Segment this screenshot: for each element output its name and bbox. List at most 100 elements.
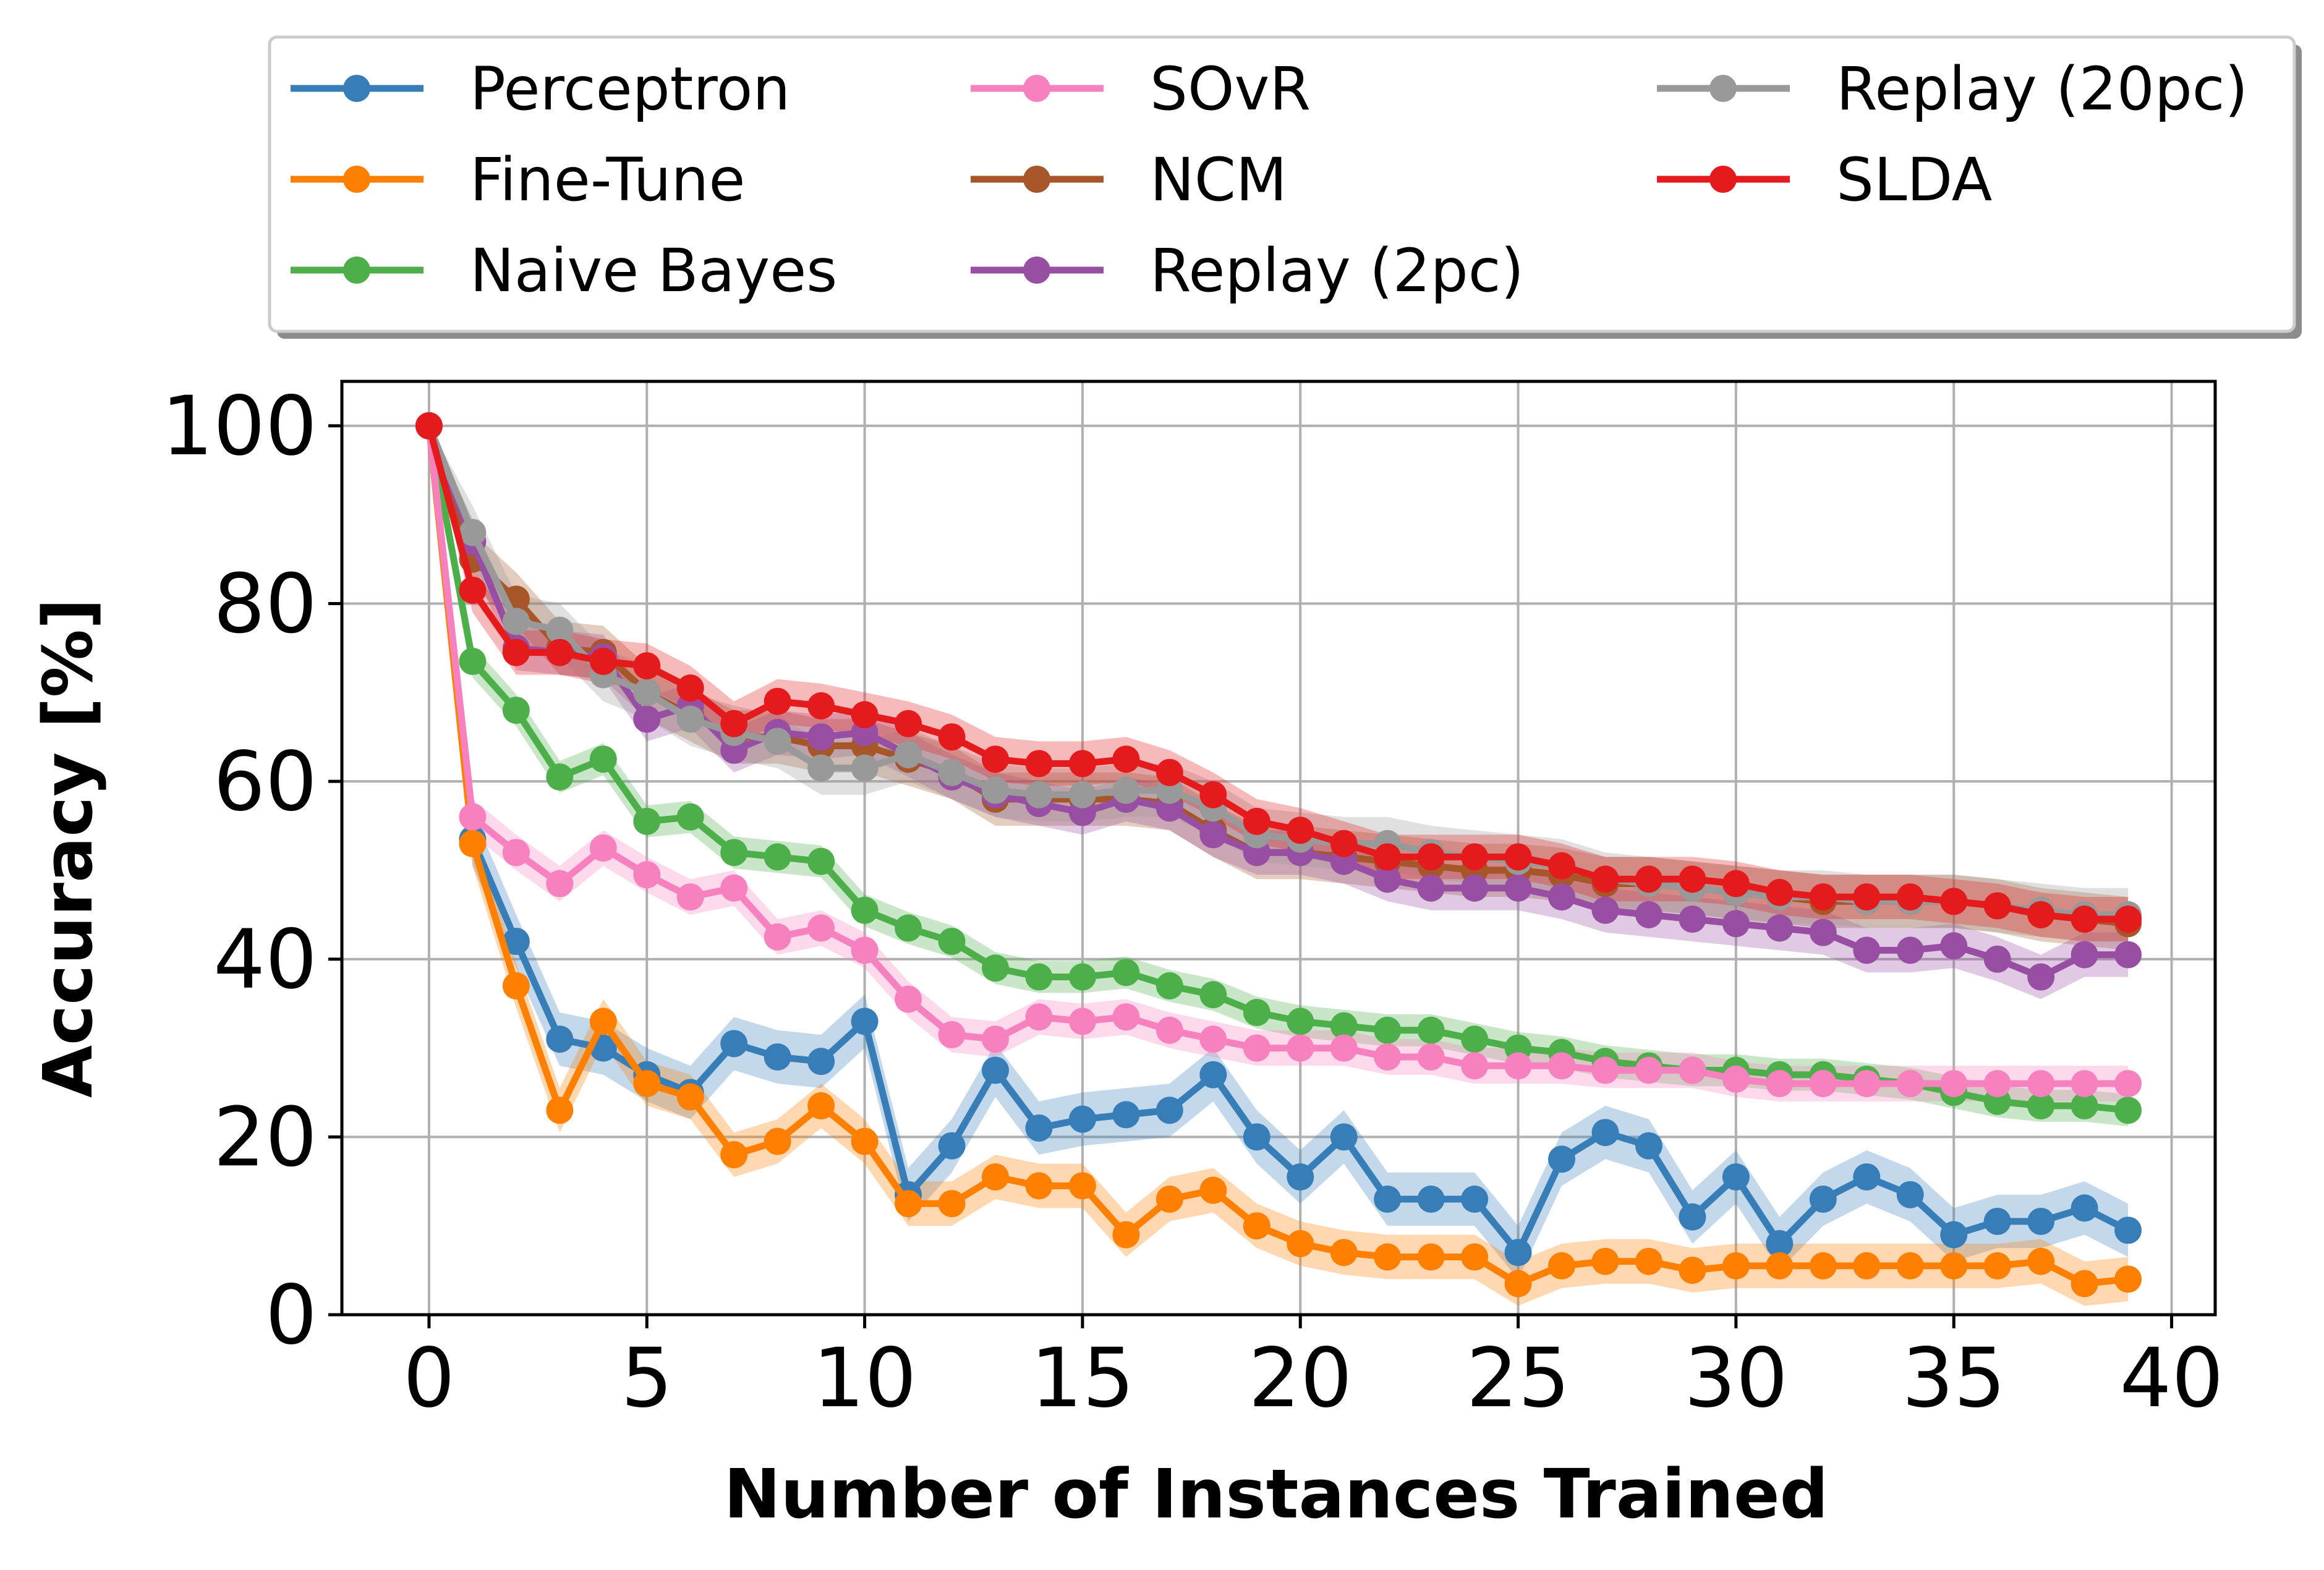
point-slda xyxy=(415,412,443,439)
point-replay-2pc xyxy=(1766,914,1794,942)
point-sovr xyxy=(1287,1034,1314,1062)
point-slda xyxy=(546,639,574,666)
point-perceptron xyxy=(1809,1186,1837,1213)
point-fine-tune xyxy=(459,830,487,857)
legend-label: Perceptron xyxy=(470,54,790,124)
x-tick-label: 35 xyxy=(1902,1331,2006,1426)
point-slda xyxy=(720,710,748,737)
point-perceptron xyxy=(1591,1119,1619,1147)
point-perceptron xyxy=(1766,1229,1794,1257)
point-perceptron xyxy=(546,1025,574,1053)
point-sovr xyxy=(1199,1025,1227,1053)
x-tick-label: 10 xyxy=(813,1331,917,1426)
series-perceptron xyxy=(415,412,2142,1267)
point-naive-bayes xyxy=(546,763,574,791)
point-naive-bayes xyxy=(1112,959,1140,987)
y-tick-label: 80 xyxy=(213,557,317,652)
point-replay-2pc xyxy=(2027,963,2055,991)
x-tick-label: 15 xyxy=(1031,1331,1134,1426)
point-replay-2pc xyxy=(633,705,661,733)
y-axis-ticks: 0 20 40 60 80 100 xyxy=(161,379,342,1363)
point-perceptron xyxy=(2027,1208,2055,1235)
x-tick-label: 30 xyxy=(1684,1331,1788,1426)
point-slda xyxy=(1548,852,1576,880)
line-perceptron xyxy=(425,422,2132,1256)
legend-swatch-marker xyxy=(1709,166,1737,193)
point-slda xyxy=(1287,817,1314,844)
point-sovr xyxy=(720,874,748,902)
point-replay-2pc xyxy=(1722,910,1750,938)
point-replay-2pc xyxy=(1591,896,1619,924)
point-replay-20pc xyxy=(851,754,879,782)
point-slda xyxy=(459,576,487,604)
point-naive-bayes xyxy=(895,914,922,942)
point-slda xyxy=(1766,878,1794,906)
point-slda xyxy=(1679,865,1706,893)
y-tick-label: 20 xyxy=(213,1090,317,1185)
series-lines xyxy=(415,412,2142,1297)
point-replay-2pc xyxy=(1940,932,1968,960)
point-fine-tune xyxy=(502,972,530,999)
point-fine-tune xyxy=(1374,1243,1402,1271)
point-fine-tune xyxy=(1417,1243,1445,1271)
point-naive-bayes xyxy=(807,847,835,875)
point-naive-bayes xyxy=(589,745,617,773)
point-replay-20pc xyxy=(807,754,835,782)
point-sovr xyxy=(1679,1056,1706,1084)
point-fine-tune xyxy=(1766,1252,1794,1279)
legend-label: NCM xyxy=(1150,145,1287,214)
legend-entry-replay-20pc: Replay (20pc) xyxy=(1657,54,2248,124)
point-sovr xyxy=(1330,1034,1358,1062)
point-slda xyxy=(1591,865,1619,893)
point-fine-tune xyxy=(1199,1176,1227,1204)
point-perceptron xyxy=(1722,1163,1750,1191)
line-fine-tune xyxy=(425,422,2132,1288)
point-sovr xyxy=(1591,1056,1619,1084)
point-sovr xyxy=(895,985,922,1013)
point-sovr xyxy=(546,870,574,897)
point-slda xyxy=(895,710,922,737)
point-replay-2pc xyxy=(1983,945,2011,973)
point-fine-tune xyxy=(2027,1247,2055,1275)
point-replay-2pc xyxy=(1896,936,1924,964)
x-axis-ticks: 0 5 10 15 20 25 30 35 40 xyxy=(403,1315,2224,1426)
point-perceptron xyxy=(502,928,530,955)
legend-swatch-marker xyxy=(343,166,370,193)
point-naive-bayes xyxy=(938,928,966,955)
point-replay-2pc xyxy=(1374,865,1402,893)
y-tick-label: 100 xyxy=(161,379,317,474)
point-fine-tune xyxy=(1853,1252,1881,1279)
point-replay-2pc xyxy=(1548,883,1576,911)
point-fine-tune xyxy=(1156,1186,1183,1213)
legend: Perceptron Fine-Tune Naive Bayes SOvR NCM Rep… xyxy=(268,35,2302,339)
point-slda xyxy=(2027,901,2055,928)
legend-label: Fine-Tune xyxy=(470,145,745,214)
point-replay-20pc xyxy=(764,728,791,755)
legend-entries: Perceptron Fine-Tune Naive Bayes SOvR NCM Rep… xyxy=(291,54,2248,305)
legend-entry-ncm: NCM xyxy=(971,145,1287,214)
point-fine-tune xyxy=(1548,1252,1576,1279)
point-fine-tune xyxy=(1243,1212,1271,1240)
point-naive-bayes xyxy=(676,803,704,831)
y-tick-label: 0 xyxy=(265,1268,317,1363)
point-perceptron xyxy=(1068,1105,1096,1133)
line-sovr xyxy=(425,422,2132,1087)
legend-label: Replay (20pc) xyxy=(1836,54,2248,124)
point-sovr xyxy=(2027,1070,2055,1098)
point-slda xyxy=(807,692,835,719)
point-perceptron xyxy=(938,1132,966,1160)
point-sovr xyxy=(1504,1052,1532,1080)
point-naive-bayes xyxy=(502,697,530,724)
point-sovr xyxy=(1983,1070,2011,1098)
point-slda xyxy=(502,639,530,666)
point-fine-tune xyxy=(851,1127,879,1155)
point-sovr xyxy=(676,883,704,911)
point-fine-tune xyxy=(633,1070,661,1098)
point-slda xyxy=(1853,883,1881,911)
point-slda xyxy=(1809,883,1837,911)
point-slda xyxy=(1504,843,1532,871)
point-fine-tune xyxy=(1809,1252,1837,1279)
point-perceptron xyxy=(851,1008,879,1035)
point-replay-2pc xyxy=(2071,941,2098,969)
point-slda xyxy=(676,674,704,702)
